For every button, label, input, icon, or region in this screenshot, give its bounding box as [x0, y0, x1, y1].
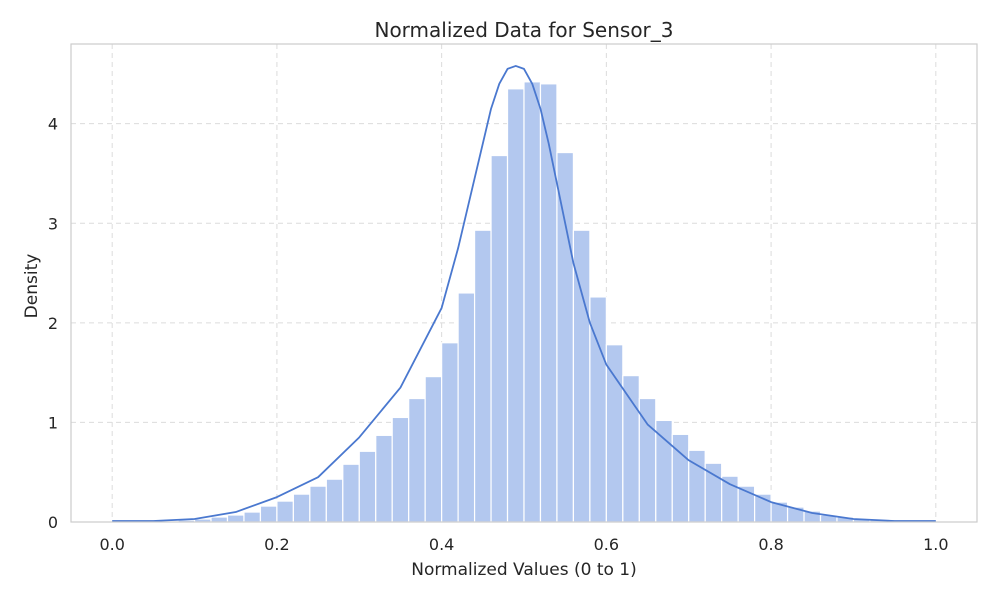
- histogram-bar: [375, 434, 393, 523]
- x-tick-label: 0.0: [99, 535, 124, 554]
- histogram-bar: [556, 151, 575, 523]
- histogram-bar: [523, 81, 542, 523]
- histogram-bar: [605, 344, 624, 523]
- histogram-bar: [325, 478, 344, 523]
- x-tick-label: 0.6: [594, 535, 619, 554]
- histogram-bar: [276, 500, 294, 523]
- histogram-bar: [506, 88, 525, 523]
- x-tick-label: 0.2: [264, 535, 289, 554]
- histogram-bar: [259, 505, 278, 523]
- histogram-bar: [441, 342, 459, 523]
- histogram-bar: [226, 514, 245, 523]
- histogram-bar: [210, 516, 229, 523]
- y-axis-ticks: 0 1 2 3 4: [48, 115, 58, 532]
- histogram-bar: [342, 463, 360, 523]
- y-tick-label: 1: [48, 413, 58, 432]
- y-axis-label: Density: [22, 254, 42, 319]
- y-tick-label: 4: [48, 115, 58, 134]
- histogram-bar: [292, 493, 311, 523]
- histogram-bar: [358, 450, 377, 523]
- y-tick-label: 3: [48, 214, 58, 233]
- histogram-bar: [721, 475, 739, 523]
- histogram-bar: [391, 416, 410, 523]
- histogram-bar: [243, 511, 262, 523]
- histogram-bar: [408, 397, 426, 523]
- histogram-bar: [622, 375, 640, 523]
- x-tick-label: 0.4: [429, 535, 454, 554]
- histogram-bar: [490, 154, 509, 523]
- y-tick-label: 0: [48, 513, 58, 532]
- histogram-bar: [473, 229, 492, 523]
- x-axis-ticks: 0.0 0.2 0.4 0.6 0.8 1.0: [99, 535, 948, 554]
- x-axis-label: Normalized Values (0 to 1): [411, 560, 637, 580]
- x-tick-label: 0.8: [758, 535, 783, 554]
- plot-frame: [70, 43, 978, 523]
- kde-line: [112, 65, 936, 522]
- chart-title: Normalized Data for Sensor_3: [374, 18, 673, 42]
- y-tick-label: 2: [48, 314, 58, 333]
- histogram-bars: [111, 81, 937, 523]
- histogram-bar: [424, 376, 443, 523]
- x-tick-label: 1.0: [923, 535, 948, 554]
- histogram-bar: [309, 485, 327, 523]
- histogram-bar: [457, 292, 476, 523]
- histogram-bar: [539, 83, 558, 523]
- histogram-bar: [655, 419, 673, 523]
